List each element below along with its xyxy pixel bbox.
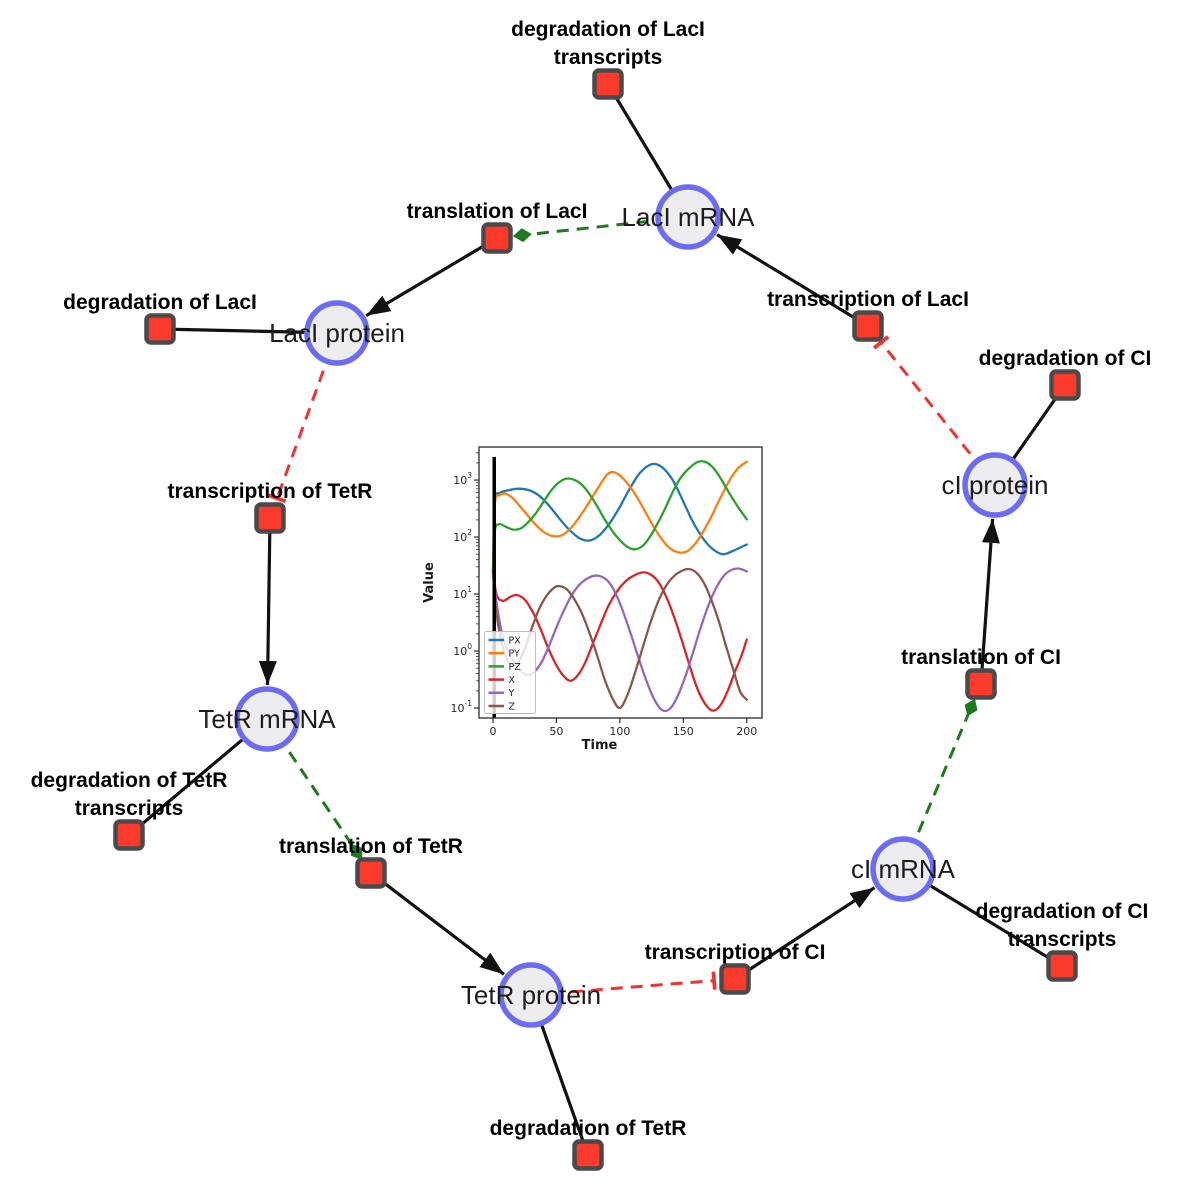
species-label-tetr-mrna: TetR mRNA — [198, 704, 336, 734]
reaction-node-tr-ci — [719, 963, 751, 995]
timeseries-plot: 0 50 100 150 20010-1100101102103TimeValuePXP… — [422, 446, 763, 753]
x-tick-label: 200 — [736, 725, 757, 738]
edge-production-tl-tetr-tetr-protein — [370, 871, 505, 976]
reaction-label-deg-tetr-line0: degradation of TetR — [490, 1117, 687, 1140]
reaction-label-deg-tetr-tr-line0: degradation of TetR — [31, 769, 228, 792]
species-label-ci-mrna: cI mRNA — [851, 854, 956, 884]
reaction-label-deg-ci-line0: degradation of CI — [979, 347, 1152, 370]
legend-label-Z: Z — [509, 701, 516, 712]
species-label-laci-mrna: LacI mRNA — [622, 202, 756, 232]
reaction-node-tl-ci — [965, 668, 997, 700]
curve-PX — [491, 462, 748, 573]
edge-production-tl-ci-ci-protein — [979, 518, 1000, 685]
reaction-label-deg-ci-tr-line0: degradation of CI — [976, 900, 1149, 923]
reaction-node-tl-tetr — [355, 857, 387, 889]
reaction-label-tr-laci-line0: transcription of LacI — [767, 288, 969, 311]
y-tick-label: 102 — [453, 528, 472, 544]
reaction-label-tr-tetr-line0: transcription of TetR — [168, 480, 373, 503]
reaction-label-deg-ci-tr-line1: transcripts — [1008, 928, 1117, 951]
species-node-ci-mrna — [870, 836, 936, 902]
species-node-laci-protein — [304, 300, 370, 366]
y-tick-label: 100 — [453, 642, 472, 658]
reaction-label-deg-laci-line0: degradation of LacI — [63, 291, 257, 314]
x-axis-label: Time — [582, 738, 618, 753]
reaction-label-tl-tetr-line0: translation of TetR — [279, 835, 463, 858]
reaction-label-tl-ci-line0: translation of CI — [901, 646, 1061, 669]
y-axis-label: Value — [422, 562, 437, 603]
reaction-node-deg-ci — [1049, 369, 1081, 401]
curve-PZ — [491, 460, 748, 573]
edge-production-tr-tetr-tetr-mrna — [258, 517, 277, 686]
chart-legend: PX PY PZ XYZ — [484, 631, 536, 714]
edge-production-tr-laci-laci-mrna — [716, 233, 869, 328]
reaction-node-tr-laci — [852, 310, 884, 342]
legend-label-X: X — [509, 675, 516, 686]
y-tick-label: 103 — [453, 471, 472, 487]
species-label-tetr-protein: TetR protein — [461, 980, 601, 1010]
legend-label-PZ: PZ — [509, 662, 522, 673]
x-tick-label: 0 — [489, 725, 496, 738]
reaction-node-deg-laci — [144, 313, 176, 345]
reaction-label-deg-tetr-tr-line1: transcripts — [75, 797, 184, 820]
reaction-label-tr-ci-line0: transcription of CI — [645, 941, 826, 964]
reaction-node-tl-laci — [481, 222, 513, 254]
x-tick-label: 100 — [609, 725, 630, 738]
reaction-node-deg-tetr-tr — [113, 819, 145, 851]
x-tick-label: 150 — [673, 725, 694, 738]
reaction-node-deg-ci-tr — [1046, 950, 1078, 982]
reaction-label-tl-laci-line0: translation of LacI — [407, 200, 588, 223]
reaction-node-tr-tetr — [254, 502, 286, 534]
legend-label-PX: PX — [509, 635, 522, 646]
species-label-laci-protein: LacI protein — [269, 318, 405, 348]
nodes-layer — [113, 68, 1081, 1171]
y-tick-label: 101 — [453, 585, 472, 601]
plot-frame — [478, 446, 763, 719]
species-node-tetr-mrna — [234, 686, 300, 752]
reaction-node-deg-laci-tr — [592, 68, 624, 100]
reaction-node-deg-tetr — [572, 1139, 604, 1171]
x-tick-label: 50 — [549, 725, 563, 738]
species-node-ci-protein — [962, 452, 1028, 518]
labels-layer: LacI mRNA LacI protein cI protein TetR mRNA… — [31, 18, 1152, 1140]
curve-PY — [491, 460, 748, 573]
reaction-label-deg-laci-tr-line1: transcripts — [554, 46, 663, 69]
reaction-label-deg-laci-tr-line0: degradation of LacI — [511, 18, 705, 41]
legend-label-PY: PY — [509, 649, 521, 660]
species-node-tetr-protein — [498, 962, 564, 1028]
edge-production-tl-laci-laci-protein — [365, 236, 498, 318]
legend-label-Y: Y — [508, 688, 515, 699]
species-node-laci-mrna — [655, 184, 721, 250]
edge-production-tr-ci-ci-mrna — [734, 886, 876, 981]
species-label-ci-protein: cI protein — [942, 470, 1049, 500]
y-tick-label: 10-1 — [451, 699, 473, 715]
